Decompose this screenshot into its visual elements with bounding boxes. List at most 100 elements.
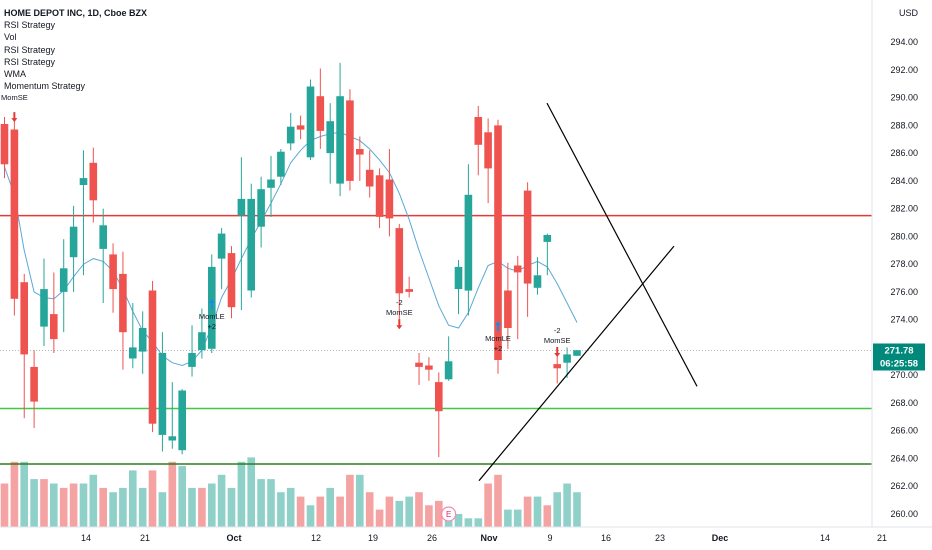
time-tick-label: 19 — [368, 533, 378, 543]
candle-body — [129, 347, 137, 359]
candle-body — [109, 254, 117, 290]
candle-body — [188, 353, 196, 367]
candle-body — [395, 228, 404, 294]
price-tick-label: 264.00 — [890, 453, 918, 463]
candle — [444, 336, 453, 381]
candle-body — [365, 169, 374, 187]
time-axis: 14 21 Oct 12 19 26 Nov 9 16 23 Dec 14 21 — [0, 526, 932, 543]
candle — [69, 205, 78, 292]
volume-bar — [158, 492, 167, 527]
candle — [365, 150, 374, 198]
volume-bar — [464, 518, 473, 527]
candle — [188, 325, 196, 377]
candle-body — [267, 179, 275, 188]
candle-body — [277, 151, 285, 177]
signal-name-label: MomLE — [199, 312, 225, 321]
candle — [138, 311, 147, 374]
price-tick-label: 280.00 — [890, 231, 918, 241]
chart-legend: HOME DEPOT INC, 1D, Cboe BZX RSI Strateg… — [4, 7, 147, 92]
time-tick-label: 21 — [877, 533, 887, 543]
candle-body — [504, 290, 512, 328]
volume-bar — [365, 492, 374, 527]
volume-bar — [474, 518, 483, 527]
candle — [563, 347, 571, 378]
candle-body — [484, 132, 492, 169]
price-tick-label: 260.00 — [890, 509, 918, 519]
candle-body — [59, 268, 68, 292]
time-tick-label: 26 — [427, 533, 437, 543]
indicator-wma[interactable]: WMA — [4, 69, 26, 80]
earnings-circle — [441, 506, 457, 522]
price-tick-label: 278.00 — [890, 259, 918, 269]
volume-bar — [138, 487, 147, 527]
signal-diamond — [10, 173, 18, 183]
time-tick-label: 14 — [81, 533, 91, 543]
indicator-volume[interactable]: Vol — [4, 32, 17, 43]
candle — [286, 112, 295, 151]
volume-bar — [208, 483, 216, 527]
candle-body — [217, 233, 226, 259]
volume-bar — [20, 461, 28, 528]
candle-body — [296, 125, 305, 130]
candle-body — [553, 364, 561, 369]
candle-body — [0, 124, 9, 165]
candle-body — [346, 100, 354, 181]
candle-body — [356, 149, 364, 155]
volume-bar — [326, 487, 334, 527]
candle — [20, 273, 28, 419]
volume-bar — [316, 496, 325, 527]
candle — [484, 118, 492, 204]
candle — [336, 62, 344, 197]
candle — [405, 276, 413, 298]
price-tick-label: 292.00 — [890, 65, 918, 75]
volume-bar — [336, 496, 344, 527]
signal-qty-label: -2 — [554, 326, 561, 335]
candle-body — [40, 289, 48, 327]
candle — [247, 183, 255, 298]
volume-bar — [50, 483, 58, 527]
volume-bar — [79, 483, 88, 527]
earnings-label: E — [446, 510, 451, 519]
volume-bar — [188, 487, 196, 527]
candle-body — [306, 86, 315, 158]
candle-body — [336, 96, 344, 184]
candle — [0, 117, 9, 179]
volume-bar — [563, 483, 571, 527]
volume-bar — [504, 509, 512, 527]
volume-bar — [129, 470, 137, 527]
candle-body — [237, 198, 246, 216]
signal-name-label: MomSE — [386, 308, 413, 317]
candle — [168, 382, 177, 449]
candle-body — [10, 129, 19, 299]
indicator-rsi-strategy-2[interactable]: RSI Strategy — [4, 44, 56, 55]
candle — [306, 79, 315, 161]
volume-bar — [533, 496, 542, 527]
candle-body — [99, 225, 107, 249]
candle — [10, 119, 19, 316]
indicator-rsi-strategy-1[interactable]: RSI Strategy — [4, 20, 56, 31]
price-tick-label: 290.00 — [890, 93, 918, 103]
momse-signal: MomSE — [1, 93, 28, 123]
candle-body — [385, 179, 394, 219]
candle-body — [543, 235, 552, 242]
indicator-rsi-strategy-3[interactable]: RSI Strategy — [4, 56, 56, 67]
candle-body — [168, 436, 177, 441]
candle-body — [405, 289, 413, 292]
indicator-momentum-strategy[interactable]: Momentum Strategy — [4, 81, 86, 92]
time-tick-label: Oct — [226, 533, 241, 543]
candle — [543, 233, 552, 276]
currency-label[interactable]: USD — [898, 8, 918, 18]
down-arrow-icon — [396, 319, 403, 330]
signal-name-label: MomLE — [485, 334, 511, 343]
signal-qty-label: +2 — [207, 322, 216, 331]
volume-bar — [435, 500, 443, 527]
down-arrow-icon — [11, 112, 18, 123]
volume-bar — [375, 509, 384, 527]
symbol-title[interactable]: HOME DEPOT INC, 1D, Cboe BZX — [4, 8, 148, 18]
candle-body — [533, 275, 542, 288]
candle-body — [50, 314, 58, 340]
candle — [59, 239, 68, 333]
trendline — [546, 102, 698, 387]
